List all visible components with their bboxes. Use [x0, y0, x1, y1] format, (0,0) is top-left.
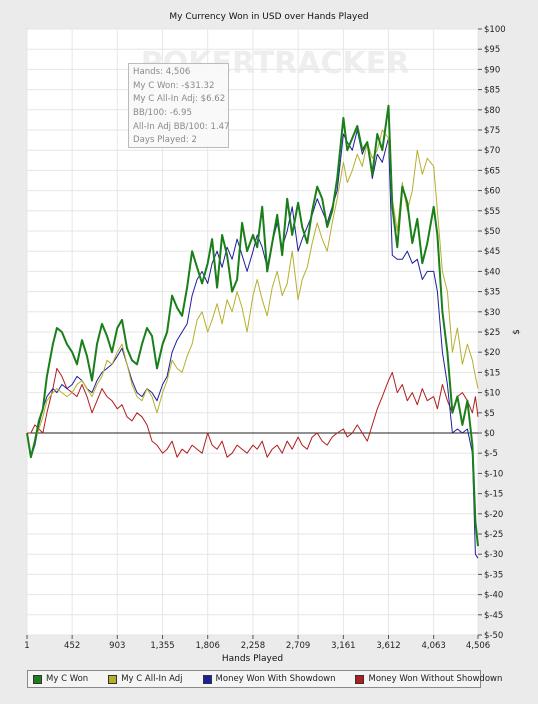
y-tick-label: $20	[484, 348, 500, 358]
legend-swatch	[202, 674, 212, 684]
tooltip-allin-adj: My C All-In Adj: $6.62	[133, 94, 226, 105]
legend-item-without-showdown[interactable]: Money Won Without Showdown	[355, 674, 502, 684]
y-tick-label: $60	[484, 187, 500, 197]
y-tick-label: $-40	[484, 591, 503, 601]
x-tick-label: 452	[64, 641, 80, 651]
x-tick-label: 3,161	[331, 641, 355, 651]
y-tick-label: $-25	[484, 530, 503, 540]
x-tick-label: 1,806	[196, 641, 220, 651]
x-tick-label: 1,355	[150, 641, 174, 651]
series-line-3	[26, 129, 479, 559]
tooltip-bb100: BB/100: -6.95	[133, 108, 192, 119]
y-tick-label: $80	[484, 106, 500, 116]
y-tick-label: $75	[484, 126, 500, 136]
x-axis-label: Hands Played	[222, 654, 283, 664]
hover-tooltip: Hands: 4,506 My C Won: -$31.32 My C All-…	[128, 63, 230, 148]
legend-label: Money Won With Showdown	[215, 674, 336, 684]
legend-label: My C All-In Adj	[121, 674, 183, 684]
series-line-1	[26, 104, 479, 547]
legend-item-my-c-won[interactable]: My C Won	[33, 674, 88, 684]
y-tick-label: $-30	[484, 550, 503, 560]
y-tick-label: $70	[484, 146, 500, 156]
series-line-4	[27, 367, 479, 458]
legend-label: My C Won	[46, 674, 89, 684]
y-tick-label: $-20	[484, 510, 503, 520]
y-axis-label: $	[512, 329, 522, 335]
y-tick-label: $5	[484, 409, 495, 419]
y-tick-label: $95	[484, 45, 500, 55]
series-line-2	[26, 129, 479, 458]
y-tick-label: $-15	[484, 490, 503, 500]
x-tick-label: 1	[24, 641, 29, 651]
x-tick-label: 903	[109, 641, 125, 651]
y-tick-label: $-5	[484, 449, 498, 459]
x-tick-label: 2,258	[241, 641, 265, 651]
y-tick-label: $-45	[484, 611, 503, 621]
y-tick-label: $35	[484, 288, 500, 298]
y-tick-label: $55	[484, 207, 500, 217]
y-tick-label: $-10	[484, 469, 503, 479]
tooltip-days: Days Played: 2	[133, 135, 197, 146]
y-tick-label: $30	[484, 308, 500, 318]
tooltip-won: My C Won: -$31.32	[133, 80, 215, 91]
y-tick-label: $-50	[484, 631, 503, 641]
x-tick-label: 3,612	[376, 641, 400, 651]
legend-swatch	[108, 674, 118, 684]
y-tick-label: $50	[484, 227, 500, 237]
legend: My C Won My C All-In Adj Money Won With …	[27, 670, 502, 688]
y-tick-label: $45	[484, 247, 500, 257]
y-tick-label: $10	[484, 389, 500, 399]
legend-swatch	[355, 674, 365, 684]
chart-title: My Currency Won in USD over Hands Played	[169, 12, 368, 22]
y-tick-label: $100	[484, 25, 506, 35]
y-tick-label: $90	[484, 65, 500, 75]
legend-item-with-showdown[interactable]: Money Won With Showdown	[202, 674, 336, 684]
y-tick-label: $0	[484, 429, 495, 439]
x-tick-label: 4,063	[421, 641, 445, 651]
legend-label: Money Won Without Showdown	[368, 674, 503, 684]
y-tick-label: $65	[484, 166, 500, 176]
y-tick-label: $25	[484, 328, 500, 338]
x-tick-label: 4,506	[466, 641, 490, 651]
y-tick-label: $85	[484, 86, 500, 96]
legend-item-all-in-adj[interactable]: My C All-In Adj	[108, 674, 183, 684]
x-tick-label: 2,709	[286, 641, 310, 651]
tooltip-hands: Hands: 4,506	[133, 67, 191, 77]
y-tick-label: $-35	[484, 570, 503, 580]
tooltip-allin-bb100: All-In Adj BB/100: 1.47	[133, 121, 230, 132]
y-tick-label: $40	[484, 267, 500, 277]
y-tick-label: $15	[484, 368, 500, 378]
legend-swatch	[33, 674, 42, 684]
